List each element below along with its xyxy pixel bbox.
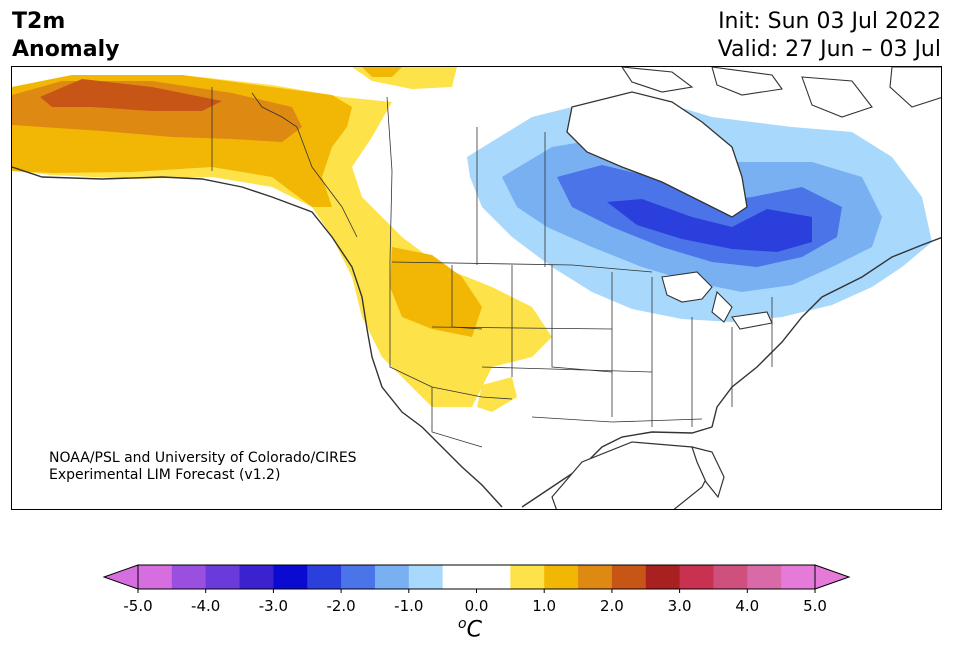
colorbar-tick-label: -1.0 [394,597,424,615]
colorbar-swatch [374,565,410,589]
colorbar-tick-label: 3.0 [667,597,692,615]
field-name: Anomaly [12,37,120,62]
florida [691,446,725,499]
arctic-islands [621,67,941,118]
colorbar-swatch [679,565,714,589]
colorbar-scale [102,564,851,593]
colorbar-swatch [476,565,511,589]
hudson-bay [566,91,748,218]
colorbar-swatch [544,565,579,589]
unit-degree-sign: o [458,616,467,632]
colorbar-swatch [578,565,613,589]
borders [211,87,773,448]
gulf-of-mexico [551,441,713,509]
anomaly-map [11,66,942,510]
colorbar-tick-label: -4.0 [191,597,221,615]
map-title: T2m Anomaly [12,8,119,64]
cool-anomaly-peak [607,199,812,252]
colorbar-swatch [510,565,545,589]
forecast-dates: Init: Sun 03 Jul 2022 Valid: 27 Jun – 03… [718,8,941,64]
colorbar-swatch [645,565,681,589]
colorbar-swatch [341,565,376,589]
init-date: Init: Sun 03 Jul 2022 [718,9,941,34]
colorbar-tick-label: 4.0 [735,597,760,615]
colorbar-swatch [171,565,207,589]
valid-range: Valid: 27 Jun – 03 Jul [717,37,941,62]
colorbar-tick-label: 2.0 [599,597,624,615]
colorbar-tick-label: -5.0 [123,597,153,615]
colorbar-swatch [611,565,647,589]
map-canvas [12,67,941,509]
colorbar-unit: oC [458,616,482,642]
colorbar [0,560,953,600]
warm-anomaly-southwest [477,377,517,412]
colorbar-tick-label: 5.0 [803,597,827,615]
unit-letter: C [466,617,482,643]
colorbar-swatch [239,565,274,589]
coastline [12,166,941,508]
colorbar-swatch [205,565,241,589]
data-credit: NOAA/PSL and University of Colorado/CIRE… [49,450,357,484]
colorbar-tick-label: 0.0 [464,597,489,615]
colorbar-swatch [713,565,748,589]
warm-anomaly-peak [40,79,222,111]
variable-name: T2m [12,9,66,34]
colorbar-tick-label: -2.0 [326,597,356,615]
colorbar-swatch [307,565,342,589]
colorbar-tick-label: 1.0 [532,597,557,615]
colorbar-swatch [442,565,477,589]
colorbar-swatch [408,565,444,589]
colorbar-swatch [747,565,782,589]
credit-line-1: NOAA/PSL and University of Colorado/CIRE… [49,450,357,466]
colorbar-swatch [781,565,816,589]
warm-anomaly-idaho [390,247,482,337]
colorbar-tick-label: -3.0 [258,597,289,615]
warm-anomaly-north-patch-core [362,67,402,77]
colorbar-max-extension [814,564,851,590]
credit-line-2: Experimental LIM Forecast (v1.2) [49,467,281,483]
colorbar-min-extension [102,564,139,590]
colorbar-swatch [138,565,173,589]
colorbar-swatch [273,565,308,589]
